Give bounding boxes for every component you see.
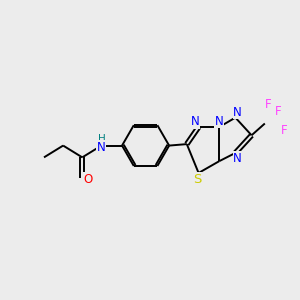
Text: H: H [98,134,106,144]
Text: N: N [233,152,242,165]
Text: O: O [83,173,93,186]
Text: N: N [233,106,242,119]
Text: N: N [191,115,200,128]
Text: S: S [193,173,201,186]
Text: F: F [265,98,271,111]
Text: F: F [281,124,287,137]
Text: F: F [275,105,281,118]
Text: N: N [97,141,105,154]
Text: N: N [215,115,224,128]
